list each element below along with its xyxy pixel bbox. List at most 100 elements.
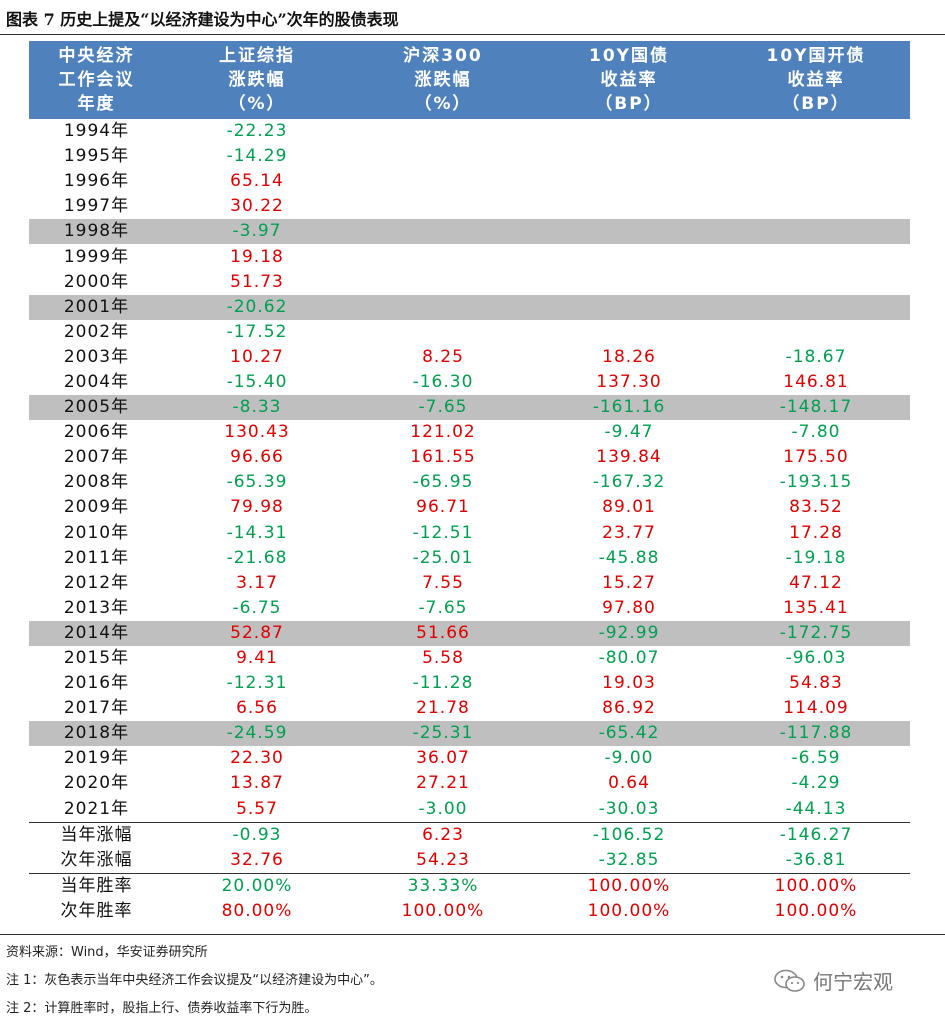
value-cell: -65.95 [412,472,474,493]
summary-value: 100.00% [774,900,858,921]
value-cell: -22.23 [226,121,288,142]
value-cell: -25.31 [350,721,536,747]
year-cell: 2017年 [63,698,130,719]
wechat-icon [774,969,805,992]
summary-value: -106.52 [536,821,722,848]
value-cell [722,270,910,295]
value-cell: -6.75 [232,597,282,618]
value-cell: 121.02 [410,422,476,443]
table-row: 2003年 10.27 8.25 18.26 -18.67 [29,345,910,370]
value-cell [350,320,536,345]
summary-value: 33.33% [350,872,536,899]
value-cell: -25.01 [412,547,474,568]
value-cell: -20.62 [164,294,350,320]
value-cell: -7.80 [791,422,841,443]
summary-value: -36.81 [785,849,847,870]
summary-value: 100.00% [722,872,910,899]
value-cell [350,169,536,194]
table-row: 2021年 5.57 -3.00 -30.03 -44.13 [29,797,910,823]
value-cell: 17.28 [789,522,843,543]
header-line: 收益率 [600,70,658,90]
value-cell: 65.14 [230,171,284,192]
value-cell: -117.88 [722,721,910,747]
summary-value: 6.23 [350,821,536,848]
header-row: 中央经济 工作会议 年度 上证综指 涨跌幅 （%） 沪深300 涨跌幅 （%） 10Y国债 收益率 （… [29,41,910,119]
table-row: 2020年 13.87 27.21 0.64 -4.29 [29,771,910,796]
value-cell: 8.25 [422,346,464,367]
value-cell [722,194,910,219]
table-row: 1995年 -14.29 [29,144,910,169]
title-bar: 图表 7 历史上提及“以经济建设为中心”次年的股债表现 [0,0,945,35]
table-row: 2008年 -65.39 -65.95 -167.32 -193.15 [29,470,910,495]
table-row: 2001年 -20.62 [29,294,910,320]
value-cell [536,144,722,169]
summary-label: 当年涨幅 [29,821,164,848]
table-row: 2016年 -12.31 -11.28 19.03 54.83 [29,671,910,696]
value-cell: -3.97 [164,219,350,245]
table-row: 2013年 -6.75 -7.65 97.80 135.41 [29,596,910,621]
year-cell: 2001年 [29,294,164,320]
value-cell: -15.40 [226,371,288,392]
value-cell [536,119,722,144]
year-cell: 2009年 [63,497,130,518]
figure-title: 图表 7 历史上提及“以经济建设为中心”次年的股债表现 [6,10,399,29]
summary-value: 80.00% [221,900,293,921]
value-cell: 51.66 [350,620,536,646]
year-cell: 1999年 [63,246,130,267]
value-cell: 5.57 [236,798,278,819]
summary-label: 当年胜率 [29,872,164,899]
value-cell: 83.52 [789,497,843,518]
value-cell [722,320,910,345]
summary-value: -146.27 [722,821,910,848]
year-cell: 2010年 [63,522,130,543]
source-note: 资料来源：Wind，华安证券研究所 [6,945,208,960]
summary-row: 次年胜率 80.00% 100.00% 100.00% 100.00% [29,899,910,924]
summary-value: 20.00% [164,872,350,899]
value-cell: 79.98 [230,497,284,518]
table-row: 2006年 130.43 121.02 -9.47 -7.80 [29,420,910,445]
table-row: 2005年 -8.33 -7.65 -161.16 -148.17 [29,395,910,421]
note-1: 注 1：灰色表示当年中央经济工作会议提及“以经济建设为中心”。 [6,973,383,988]
value-cell: 23.77 [602,522,656,543]
value-cell: 137.30 [596,371,662,392]
value-cell: -9.47 [604,422,654,443]
value-cell: 5.58 [422,648,464,669]
value-cell: 135.41 [783,597,849,618]
stock-bond-table: 中央经济 工作会议 年度 上证综指 涨跌幅 （%） 沪深300 涨跌幅 （%） 10Y国债 收益率 （… [29,41,910,924]
summary-label: 次年胜率 [60,900,133,921]
value-cell: -18.67 [785,346,847,367]
table-row: 1994年 -22.23 [29,119,910,144]
year-cell: 2014年 [29,620,164,646]
header-line: 涨跌幅 [414,70,472,90]
year-cell: 2000年 [63,271,130,292]
table-header: 中央经济 工作会议 年度 上证综指 涨跌幅 （%） 沪深300 涨跌幅 （%） 10Y国债 收益率 （… [29,41,910,119]
watermark: 何宁宏观 [773,966,893,995]
value-cell: -7.65 [418,597,468,618]
value-cell: 96.71 [416,497,470,518]
value-cell: -8.33 [164,395,350,421]
value-cell [722,219,910,245]
year-cell: 2004年 [63,371,130,392]
summary-value: -0.93 [164,821,350,848]
year-cell: 2012年 [63,572,130,593]
value-cell [722,119,910,144]
value-cell: -193.15 [779,472,853,493]
header-line: 年度 [77,94,116,114]
header-line: （BP） [595,94,663,114]
value-cell: -44.13 [785,798,847,819]
watermark-text: 何宁宏观 [813,970,893,994]
value-cell: 130.43 [224,422,290,443]
value-cell: 3.17 [236,572,278,593]
table-row: 2009年 79.98 96.71 89.01 83.52 [29,495,910,520]
summary-value: 100.00% [587,900,671,921]
value-cell [536,294,722,320]
header-line: （BP） [782,94,850,114]
value-cell: 47.12 [789,572,843,593]
year-cell: 2002年 [63,321,130,342]
value-cell: 86.92 [602,698,656,719]
value-cell: 0.64 [608,773,650,794]
value-cell: -65.39 [226,472,288,493]
value-cell: -11.28 [412,673,474,694]
value-cell [722,144,910,169]
value-cell [722,294,910,320]
